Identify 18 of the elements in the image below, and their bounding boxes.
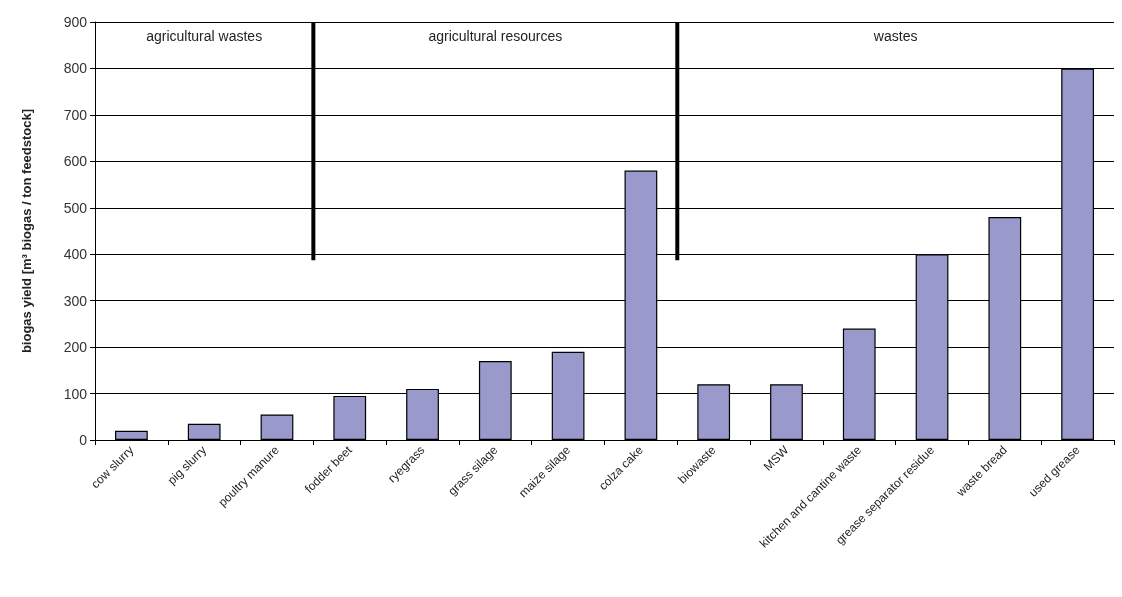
y-tick-label: 900: [63, 14, 88, 30]
y-tick-label: 300: [63, 292, 88, 309]
bar: [187, 423, 221, 440]
bar: [115, 430, 148, 440]
bar: [333, 395, 367, 440]
y-tick-label: 100: [63, 385, 88, 402]
y-axis-title: biogas yield [m³ biogas / ton feedstock]: [19, 108, 34, 354]
y-tick-label: 700: [63, 106, 88, 123]
y-tick-label: 400: [63, 246, 88, 263]
annotation: agricultural wastes: [146, 27, 263, 44]
y-tick-label: 600: [63, 153, 88, 170]
y-tick-label: 0: [79, 432, 88, 448]
bar: [260, 414, 294, 440]
annotation: wastes: [872, 27, 918, 44]
y-tick-label: 800: [63, 60, 88, 77]
annotation: agricultural resources: [428, 27, 563, 44]
y-tick-label: 200: [63, 339, 88, 356]
y-tick-label: 500: [63, 199, 88, 216]
